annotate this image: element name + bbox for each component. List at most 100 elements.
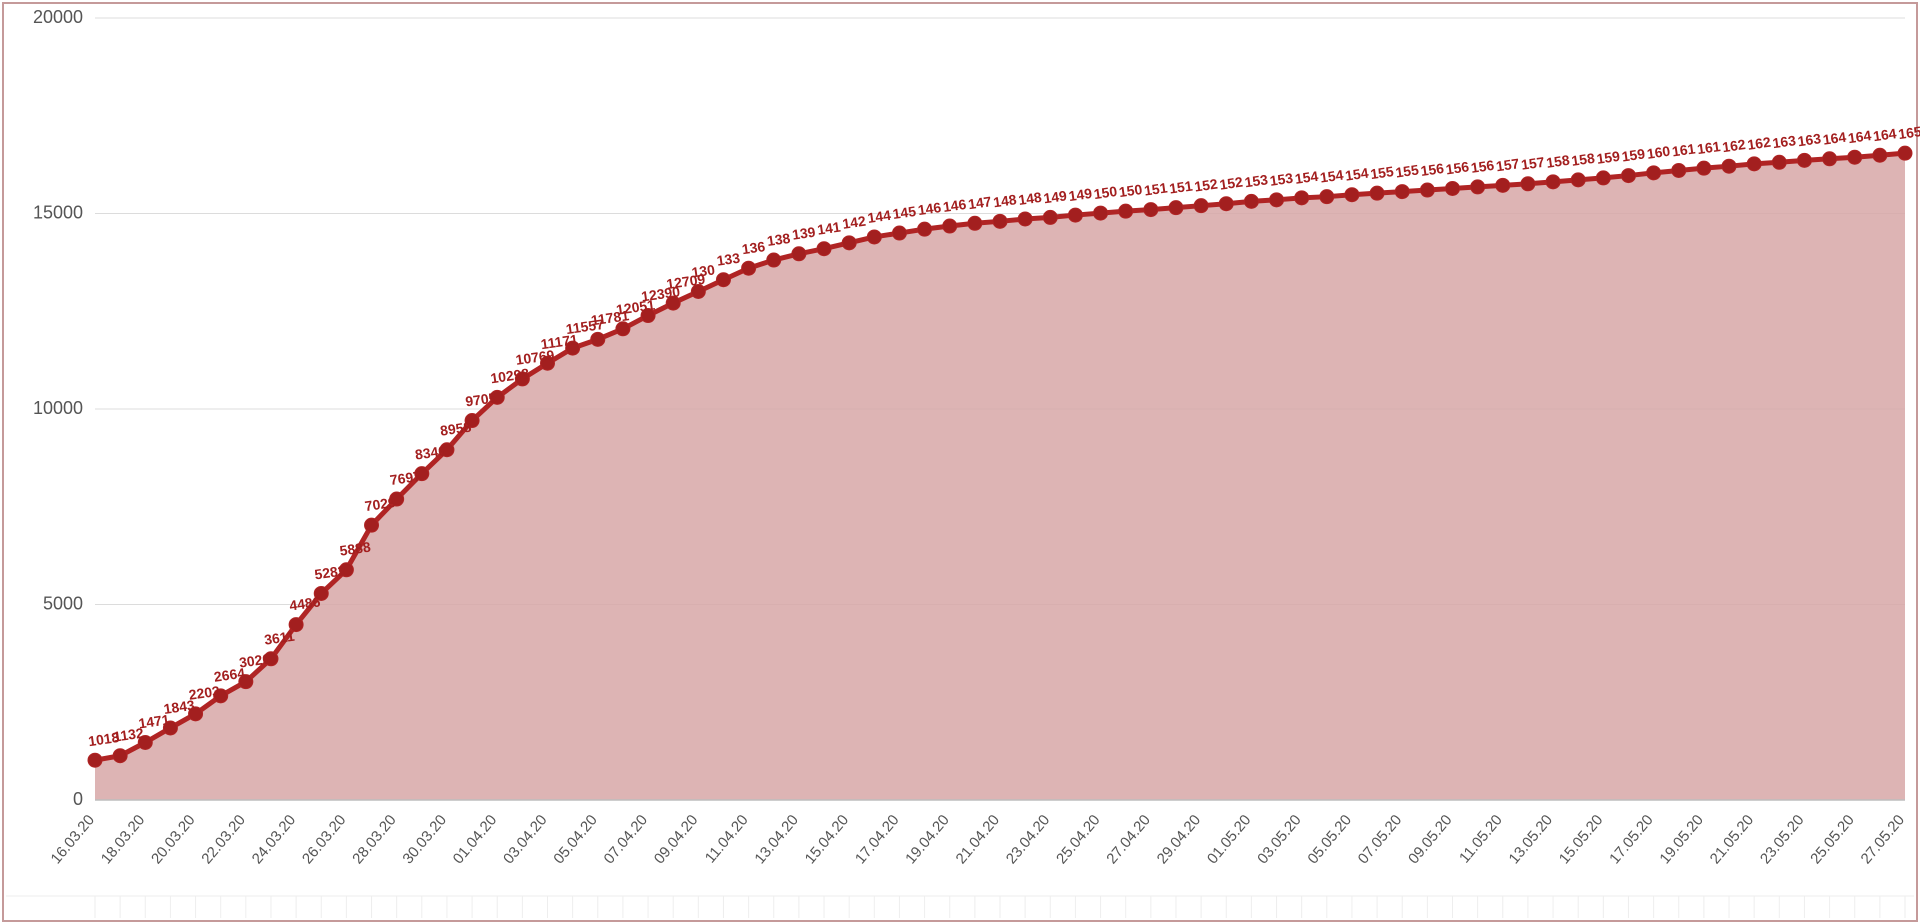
data-point-marker bbox=[1094, 206, 1108, 220]
data-point-label: 147 bbox=[967, 193, 993, 212]
data-point-marker bbox=[742, 261, 756, 275]
data-point-label: 146 bbox=[942, 196, 968, 215]
data-point-label: 157 bbox=[1520, 154, 1546, 173]
data-point-marker bbox=[943, 219, 957, 233]
data-point-label: 164 bbox=[1872, 125, 1898, 144]
data-point-label: 162 bbox=[1746, 134, 1772, 153]
data-point-label: 141 bbox=[816, 219, 842, 238]
data-point-marker bbox=[1596, 171, 1610, 185]
data-point-label: 154 bbox=[1344, 165, 1370, 184]
data-point-marker bbox=[1898, 146, 1912, 160]
y-tick-label: 20000 bbox=[33, 7, 83, 27]
data-point-marker bbox=[365, 518, 379, 532]
data-point-label: 146 bbox=[917, 199, 943, 218]
data-point-label: 161 bbox=[1696, 138, 1722, 157]
data-point-label: 153 bbox=[1269, 170, 1295, 189]
data-point-marker bbox=[1320, 190, 1334, 204]
data-point-label: 164 bbox=[1822, 129, 1848, 148]
data-point-marker bbox=[1873, 148, 1887, 162]
data-point-label: 156 bbox=[1470, 157, 1496, 176]
data-point-label: 142 bbox=[841, 213, 867, 232]
data-point-label: 161 bbox=[1671, 140, 1697, 159]
data-point-label: 156 bbox=[1445, 158, 1471, 177]
data-point-marker bbox=[1747, 157, 1761, 171]
data-point-marker bbox=[1697, 161, 1711, 175]
y-tick-label: 5000 bbox=[43, 593, 83, 613]
data-point-label: 150 bbox=[1093, 183, 1119, 202]
data-point-label: 151 bbox=[1143, 179, 1169, 198]
data-point-marker bbox=[1219, 197, 1233, 211]
data-point-marker bbox=[88, 753, 102, 767]
data-point-label: 159 bbox=[1596, 148, 1622, 167]
data-point-marker bbox=[993, 214, 1007, 228]
data-point-marker bbox=[1119, 204, 1133, 218]
data-point-marker bbox=[1546, 175, 1560, 189]
data-point-label: 139 bbox=[791, 224, 817, 243]
data-point-marker bbox=[1471, 180, 1485, 194]
data-point-label: 164 bbox=[1847, 127, 1873, 146]
data-point-marker bbox=[1496, 178, 1510, 192]
y-tick-label: 15000 bbox=[33, 202, 83, 222]
data-point-marker bbox=[1797, 153, 1811, 167]
data-point-label: 163 bbox=[1797, 130, 1823, 149]
data-point-marker bbox=[1270, 193, 1284, 207]
data-point-label: 148 bbox=[992, 191, 1018, 210]
data-point-marker bbox=[1672, 163, 1686, 177]
y-tick-label: 10000 bbox=[33, 398, 83, 418]
data-point-label: 155 bbox=[1394, 161, 1420, 180]
data-point-marker bbox=[1018, 212, 1032, 226]
data-point-marker bbox=[716, 273, 730, 287]
data-point-label: 154 bbox=[1319, 167, 1345, 186]
data-point-marker bbox=[1169, 201, 1183, 215]
y-tick-label: 0 bbox=[73, 789, 83, 809]
data-point-marker bbox=[1772, 155, 1786, 169]
data-point-label: 157 bbox=[1495, 155, 1521, 174]
data-point-label: 144 bbox=[866, 207, 892, 226]
data-point-label: 153 bbox=[1244, 171, 1270, 190]
data-point-marker bbox=[817, 242, 831, 256]
data-point-label: 156 bbox=[1420, 160, 1446, 179]
chart-container: 0500010000150002000010181132147118432203… bbox=[0, 0, 1920, 924]
data-point-marker bbox=[1823, 152, 1837, 166]
data-point-marker bbox=[1345, 188, 1359, 202]
data-point-marker bbox=[918, 222, 932, 236]
data-point-label: 150 bbox=[1118, 181, 1144, 200]
data-point-label: 136 bbox=[741, 238, 767, 257]
data-point-label: 158 bbox=[1570, 150, 1596, 169]
data-point-marker bbox=[1295, 191, 1309, 205]
data-point-marker bbox=[1244, 194, 1258, 208]
data-point-marker bbox=[1043, 210, 1057, 224]
data-point-label: 149 bbox=[1042, 187, 1068, 206]
data-point-marker bbox=[591, 332, 605, 346]
data-point-label: 160 bbox=[1646, 143, 1672, 162]
data-point-marker bbox=[1068, 208, 1082, 222]
data-point-marker bbox=[1848, 150, 1862, 164]
data-point-marker bbox=[1647, 166, 1661, 180]
data-point-label: 130 bbox=[691, 261, 717, 280]
data-point-marker bbox=[1144, 203, 1158, 217]
data-point-label: 151 bbox=[1168, 177, 1194, 196]
data-point-marker bbox=[1621, 169, 1635, 183]
data-point-label: 163 bbox=[1771, 132, 1797, 151]
data-point-marker bbox=[792, 247, 806, 261]
data-point-marker bbox=[1521, 177, 1535, 191]
data-point-marker bbox=[1571, 173, 1585, 187]
data-point-label: 149 bbox=[1068, 185, 1094, 204]
data-point-marker bbox=[113, 749, 127, 763]
data-point-label: 145 bbox=[892, 203, 918, 222]
data-point-marker bbox=[968, 216, 982, 230]
data-point-marker bbox=[767, 253, 781, 267]
data-point-marker bbox=[1446, 181, 1460, 195]
data-point-marker bbox=[892, 226, 906, 240]
data-point-label: 152 bbox=[1193, 176, 1219, 195]
data-point-label: 152 bbox=[1218, 174, 1244, 193]
data-point-marker bbox=[842, 236, 856, 250]
data-point-marker bbox=[1395, 185, 1409, 199]
data-point-marker bbox=[1194, 199, 1208, 213]
data-point-label: 138 bbox=[766, 230, 792, 249]
data-point-label: 154 bbox=[1294, 168, 1320, 187]
data-point-label: 148 bbox=[1017, 189, 1043, 208]
data-point-marker bbox=[1420, 183, 1434, 197]
area-line-chart: 0500010000150002000010181132147118432203… bbox=[0, 0, 1920, 924]
data-point-label: 155 bbox=[1369, 163, 1395, 182]
